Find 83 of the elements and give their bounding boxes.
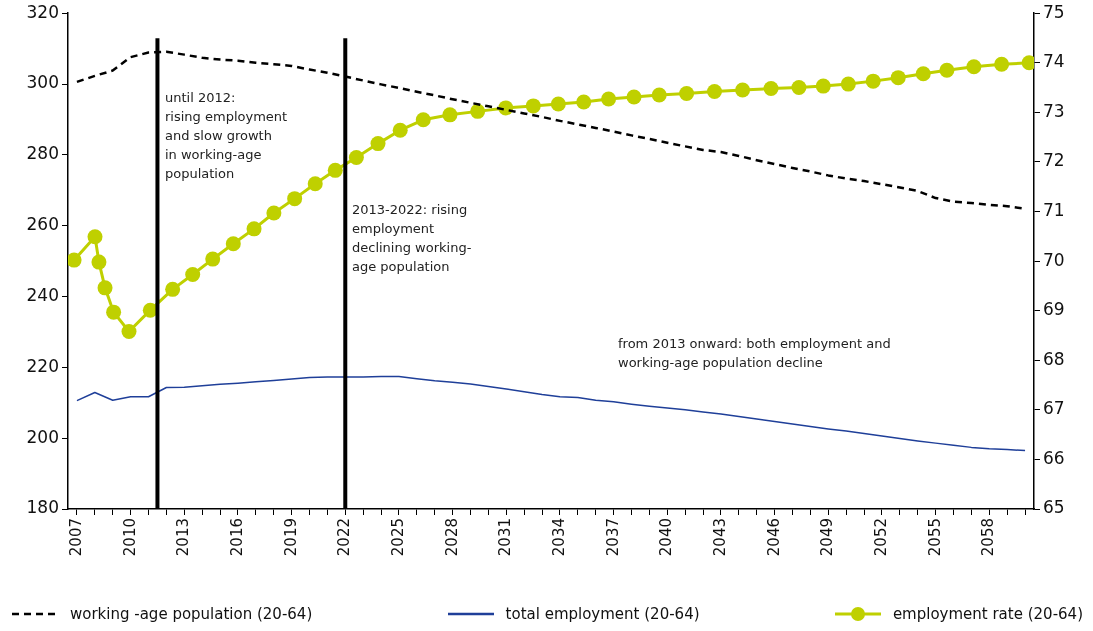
point (205, 251, 221, 267)
x-tick-label: 2055 (925, 518, 944, 557)
point (735, 82, 751, 98)
point (287, 191, 303, 207)
point (266, 205, 282, 221)
point (865, 73, 881, 89)
point (225, 236, 241, 252)
point (165, 281, 181, 297)
x-tick-label: 2028 (442, 518, 461, 557)
point (966, 59, 982, 75)
x-tick-label: 2040 (657, 518, 676, 557)
point (915, 66, 931, 82)
x-tick-label: 2043 (710, 518, 729, 557)
y2-tick-label: 72 (1043, 150, 1065, 171)
y2-tick-label: 67 (1043, 398, 1065, 419)
y-tick-label: 240 (26, 284, 59, 305)
legend-label: working -age population (20-64) (70, 605, 313, 623)
point (939, 62, 955, 78)
y2-tick-label: 66 (1043, 447, 1065, 468)
point (327, 162, 343, 178)
point (106, 304, 122, 320)
point (307, 176, 323, 192)
point (348, 149, 364, 165)
point (791, 80, 807, 96)
point (601, 91, 617, 107)
point (87, 229, 103, 245)
x-tick-label: 2058 (979, 518, 998, 557)
x-tick-label: 2019 (281, 518, 300, 557)
point (994, 56, 1010, 72)
annotation: from 2013 onward: both employment and working-age population decline (618, 335, 891, 372)
point (707, 84, 722, 100)
y-tick-label: 320 (26, 1, 59, 22)
x-tick-label: 2037 (603, 518, 622, 557)
point (626, 89, 642, 105)
point (470, 103, 486, 119)
point (576, 94, 592, 110)
point (840, 76, 856, 92)
x-tick-label: 2010 (120, 518, 139, 557)
point (68, 252, 82, 268)
point (370, 136, 386, 152)
x-tick-label: 2016 (227, 518, 246, 557)
y-tick-label: 180 (26, 497, 59, 518)
point (97, 280, 113, 296)
x-tick-label: 2022 (335, 518, 354, 557)
y2-tick-label: 65 (1043, 497, 1065, 518)
legend-label: employment rate (20-64) (892, 605, 1083, 623)
point (651, 87, 667, 103)
point (415, 112, 431, 128)
point (442, 107, 458, 123)
x-tick-label: 2013 (174, 518, 193, 557)
point (550, 96, 566, 112)
point (246, 221, 262, 237)
x-tick-label: 2007 (66, 518, 85, 557)
x-tick-label: 2049 (818, 518, 837, 557)
y-tick-label: 200 (26, 426, 59, 447)
legend-label: total employment (20-64) (505, 605, 700, 623)
point (185, 266, 201, 282)
point (392, 122, 408, 138)
y-tick-label: 260 (26, 214, 59, 235)
x-tick-label: 2046 (764, 518, 783, 557)
y2-tick-label: 73 (1043, 100, 1065, 121)
x-tick-label: 2052 (871, 518, 890, 557)
y-tick-label: 300 (26, 72, 59, 93)
annotation: 2013-2022: rising employment declining working- age population (352, 201, 472, 276)
point (890, 70, 906, 86)
y2-tick-label: 69 (1043, 299, 1065, 320)
x-tick-label: 2034 (549, 518, 568, 557)
point (525, 98, 541, 114)
point (121, 324, 137, 339)
y2-tick-label: 74 (1043, 51, 1065, 72)
y-tick-label: 280 (26, 143, 59, 164)
point (91, 254, 107, 270)
point (815, 78, 831, 94)
y-tick-label: 220 (26, 355, 59, 376)
annotation: until 2012: rising employment and slow growth in working-age population (165, 89, 288, 183)
x-tick-label: 2025 (388, 518, 407, 557)
y2-tick-label: 70 (1043, 249, 1065, 270)
y2-tick-label: 75 (1043, 1, 1065, 22)
y2-tick-label: 71 (1043, 199, 1065, 220)
x-tick-label: 2031 (496, 518, 515, 557)
point (763, 81, 779, 97)
point (679, 86, 695, 102)
y2-tick-label: 68 (1043, 348, 1065, 369)
